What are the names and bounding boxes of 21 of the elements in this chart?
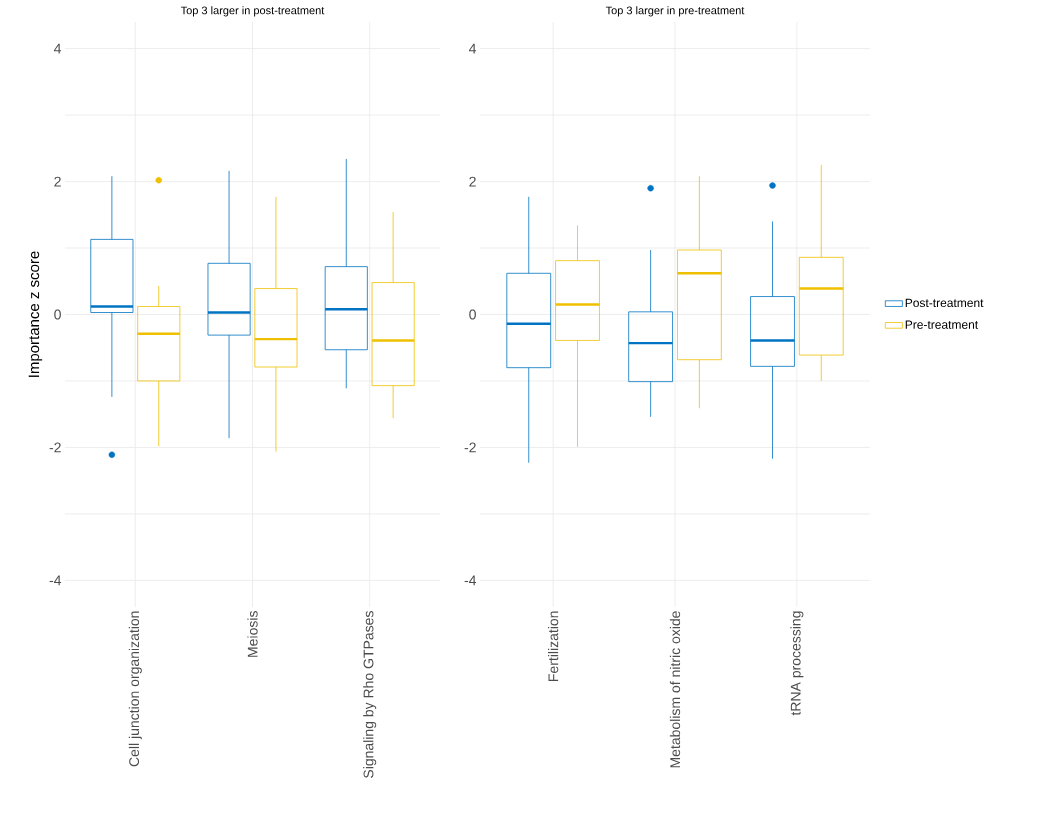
x-tick-label: Metabolism of nitric oxide bbox=[669, 611, 681, 768]
x-tick-label: Cell junction organization bbox=[128, 611, 142, 767]
y-tick-label: 2 bbox=[469, 176, 476, 187]
y-tick-label: -4 bbox=[49, 575, 62, 586]
x-tick-label: Signaling by Rho GTPases bbox=[363, 611, 377, 778]
legend-label: Post-treatment bbox=[905, 298, 984, 308]
y-tick-label: 0 bbox=[469, 309, 476, 320]
x-tick-label: tRNA processing bbox=[790, 611, 804, 716]
y-tick-label: 0 bbox=[54, 309, 61, 320]
y-tick-label: 4 bbox=[54, 43, 62, 54]
legend-label: Pre-treatment bbox=[905, 320, 979, 329]
x-tick-label: Meiosis bbox=[247, 611, 258, 657]
y-tick-label: 4 bbox=[469, 43, 477, 54]
chart-title: Top 3 larger in post-treatment bbox=[180, 6, 325, 17]
y-axis-title: Importance z score bbox=[28, 251, 43, 377]
x-tick-label: Fertilization bbox=[547, 611, 559, 681]
y-tick-label: -2 bbox=[464, 442, 476, 453]
y-tick-label: 2 bbox=[54, 176, 61, 187]
y-tick-label: -4 bbox=[464, 575, 477, 586]
chart-title: Top 3 larger in pre-treatment bbox=[605, 6, 745, 17]
y-tick-label: -2 bbox=[49, 442, 61, 453]
